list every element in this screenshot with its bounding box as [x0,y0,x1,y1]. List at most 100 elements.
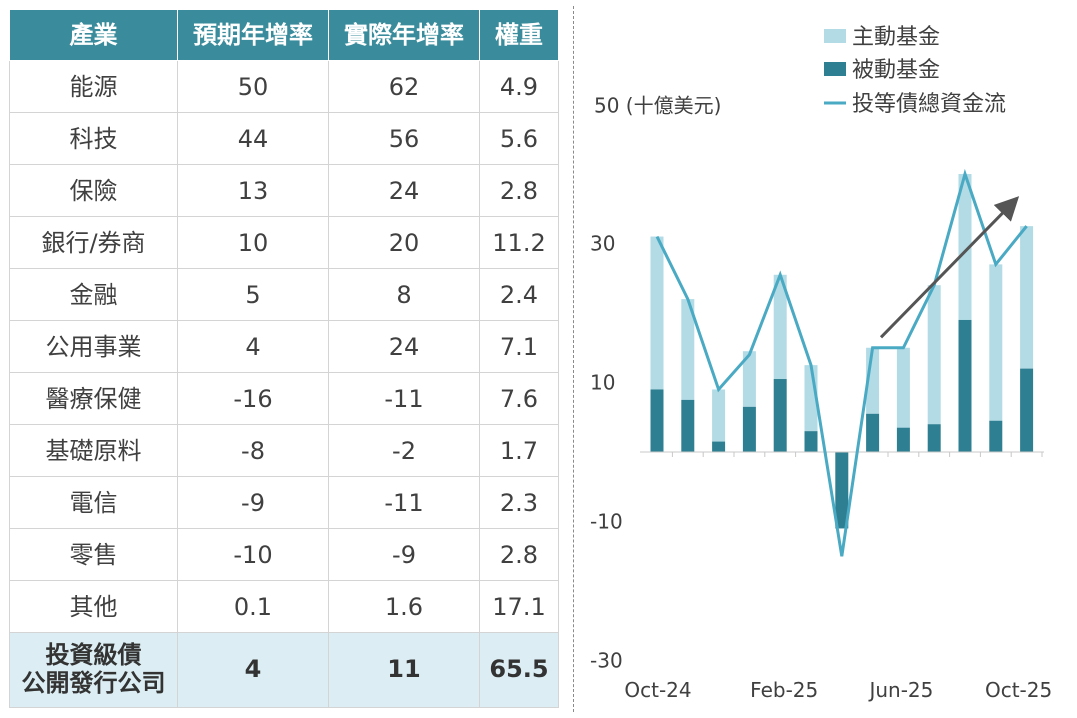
y-tick-label: 10 [590,371,615,395]
table-row: 電信 -9 -11 2.3 [9,476,559,529]
legend-swatch-active [824,29,846,43]
cell-expected-growth: 0.1 [177,580,329,633]
bar-passive [896,427,910,452]
bar-active [773,274,787,380]
legend-label-line: 投等債總資金流 [852,92,1006,117]
bar-active [742,351,756,407]
cell-sector: 保險 [9,164,178,217]
cell-total-weight: 65.5 [479,632,559,708]
x-tick-label: Oct-25 [985,678,1052,702]
cell-sector: 基礎原料 [9,424,178,477]
table-body: 能源 50 62 4.9 科技 44 56 5.6 保險 13 24 2.8 銀行/券商 10 20 11.2… [9,60,559,708]
table-row: 公用事業 4 24 7.1 [9,320,559,373]
cell-actual-growth: -11 [328,476,480,529]
bar-active [681,299,695,400]
legend-label-passive: 被動基金 [852,58,940,83]
cell-actual-growth: -2 [328,424,480,477]
table-row: 能源 50 62 4.9 [9,60,559,113]
cell-expected-growth: 10 [177,216,329,269]
total-label-line2: 公開發行公司 [21,669,166,697]
table-row: 醫療保健 -16 -11 7.6 [9,372,559,425]
bar-passive [804,431,818,452]
cell-expected-growth: 4 [177,320,329,373]
cell-sector: 科技 [9,112,178,165]
header-sector: 產業 [9,9,178,61]
cell-actual-growth: 8 [328,268,480,321]
bar-passive [989,420,1003,452]
cell-weight: 2.4 [479,268,559,321]
cell-weight: 11.2 [479,216,559,269]
x-tick-label: Feb-25 [750,678,818,702]
bar-passive [1020,368,1034,452]
bar-passive [958,319,972,452]
bar-passive [835,452,849,529]
table-row: 零售 -10 -9 2.8 [9,528,559,581]
cell-sector: 銀行/券商 [9,216,178,269]
legend-label-active: 主動基金 [852,25,940,50]
cell-expected-growth: 5 [177,268,329,321]
legend-swatch-passive [824,62,846,76]
table-row: 科技 44 56 5.6 [9,112,559,165]
sector-table: 產業 預期年增率 實際年增率 權重 能源 50 62 4.9 科技 44 56 5.6 保險 13… [9,9,559,708]
table-row: 銀行/券商 10 20 11.2 [9,216,559,269]
cell-total-expected: 4 [177,632,329,708]
bar-passive [742,406,756,452]
bar-active [989,264,1003,421]
cell-sector: 公用事業 [9,320,178,373]
cell-expected-growth: -10 [177,528,329,581]
table-row: 金融 5 8 2.4 [9,268,559,321]
bar-active [958,174,972,320]
table-total-row: 投資級債 公開發行公司 4 11 65.5 [9,632,559,708]
y-tick-label: 30 [590,232,615,256]
cell-actual-growth: 1.6 [328,580,480,633]
total-flow-line [655,168,1028,557]
cell-total-actual: 11 [328,632,480,708]
cell-weight: 2.3 [479,476,559,529]
y-unit-label: 50 (十億美元) [594,94,721,118]
table-row: 基礎原料 -8 -2 1.7 [9,424,559,477]
cell-actual-growth: 20 [328,216,480,269]
bar-active [927,285,941,425]
header-weight: 權重 [479,9,559,61]
cell-weight: 7.6 [479,372,559,425]
bar-passive [650,389,664,452]
cell-weight: 1.7 [479,424,559,477]
cell-actual-growth: 56 [328,112,480,165]
cell-total-label: 投資級債 公開發行公司 [9,632,178,708]
bar-active [1020,226,1034,369]
bar-passive [773,379,787,452]
cell-sector: 其他 [9,580,178,633]
bar-active [896,347,910,428]
cell-sector: 金融 [9,268,178,321]
bar-active [712,389,726,442]
bar-passive [927,424,941,452]
table-header-row: 產業 預期年增率 實際年增率 權重 [9,9,559,61]
table-row: 保險 13 24 2.8 [9,164,559,217]
y-tick-label: -30 [590,649,623,673]
trend-arrow [879,196,1020,339]
bar-active [650,236,664,390]
bar-passive [681,399,695,452]
panel-divider [573,6,574,712]
cell-weight: 7.1 [479,320,559,373]
cell-expected-growth: -16 [177,372,329,425]
cell-actual-growth: 62 [328,60,480,113]
y-tick-label: -10 [590,510,623,534]
cell-actual-growth: -11 [328,372,480,425]
cell-expected-growth: 44 [177,112,329,165]
cell-sector: 零售 [9,528,178,581]
table-row: 其他 0.1 1.6 17.1 [9,580,559,633]
cell-actual-growth: 24 [328,164,480,217]
cell-weight: 5.6 [479,112,559,165]
x-tick-label: Jun-25 [867,678,933,702]
cell-weight: 17.1 [479,580,559,633]
bar-passive [866,413,880,452]
x-tick-label: Oct-24 [624,678,691,702]
cell-weight: 2.8 [479,164,559,217]
cell-expected-growth: -8 [177,424,329,477]
cell-sector: 醫療保健 [9,372,178,425]
total-label-line1: 投資級債 [45,641,142,670]
cell-sector: 能源 [9,60,178,113]
bar-passive [712,441,726,452]
